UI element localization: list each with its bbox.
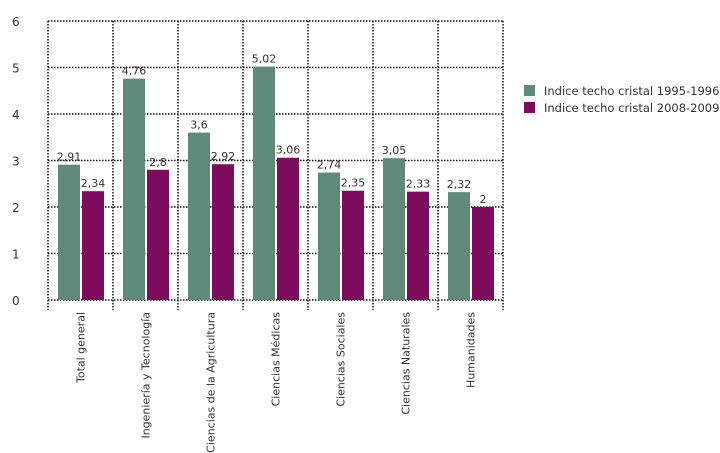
data-label: 2,74: [317, 159, 342, 172]
data-label: 2,91: [57, 151, 82, 164]
x-tick-label: Total general: [75, 312, 88, 384]
y-tick-label: 6: [12, 15, 20, 29]
data-label: 2,33: [406, 178, 431, 191]
legend-item-2008: Indice techo cristal 2008-2009: [524, 99, 719, 116]
bar: [147, 169, 169, 300]
y-tick-label: 4: [12, 108, 20, 122]
data-label: 2: [480, 193, 487, 206]
legend-label: Indice techo cristal 2008-2009: [544, 100, 720, 115]
y-tick-label: 5: [12, 62, 20, 76]
x-tick-label: Ciencias Naturales: [400, 312, 413, 415]
legend-item-1995: Indice techo cristal 1995-1996: [524, 82, 719, 99]
y-tick-label: 2: [12, 201, 20, 215]
bar: [277, 157, 299, 300]
data-label: 2,34: [81, 177, 106, 190]
data-label: 2,35: [341, 177, 366, 190]
data-label: 4,76: [122, 65, 147, 78]
legend-swatch: [524, 102, 535, 113]
y-tick-label: 0: [12, 294, 20, 308]
legend-label: Indice techo cristal 1995-1996: [544, 83, 720, 98]
x-tick-label: Ingeniería y Tecnología: [140, 312, 153, 439]
y-tick-label: 3: [12, 155, 20, 169]
bar: [407, 191, 429, 300]
bar: [123, 78, 145, 300]
x-tick-label: Ciencias de la Agricultura: [205, 312, 218, 453]
bar: [318, 172, 340, 300]
data-label: 3,05: [382, 144, 407, 157]
x-tick-label: Ciencias Sociales: [335, 312, 348, 407]
x-tick-label: Ciencias Médicas: [270, 312, 283, 407]
data-label: 5,02: [252, 53, 277, 66]
data-label: 2,92: [211, 150, 236, 163]
data-label: 3,6: [190, 119, 208, 132]
data-label: 2,8: [149, 156, 167, 169]
legend-swatch: [524, 85, 535, 96]
x-tick-label: Humanidades: [465, 312, 478, 388]
data-label: 3,06: [276, 144, 301, 157]
bar: [383, 158, 405, 300]
bar: [342, 190, 364, 300]
y-tick-label: 1: [12, 248, 20, 262]
bar: [472, 207, 494, 300]
legend: Indice techo cristal 1995-1996 Indice te…: [524, 82, 719, 116]
bar: [58, 164, 80, 300]
data-label: 2,32: [447, 178, 472, 191]
bar: [82, 191, 104, 300]
bar: [212, 164, 234, 300]
bar: [188, 132, 210, 300]
bar: [448, 192, 470, 300]
bar: [253, 66, 275, 300]
